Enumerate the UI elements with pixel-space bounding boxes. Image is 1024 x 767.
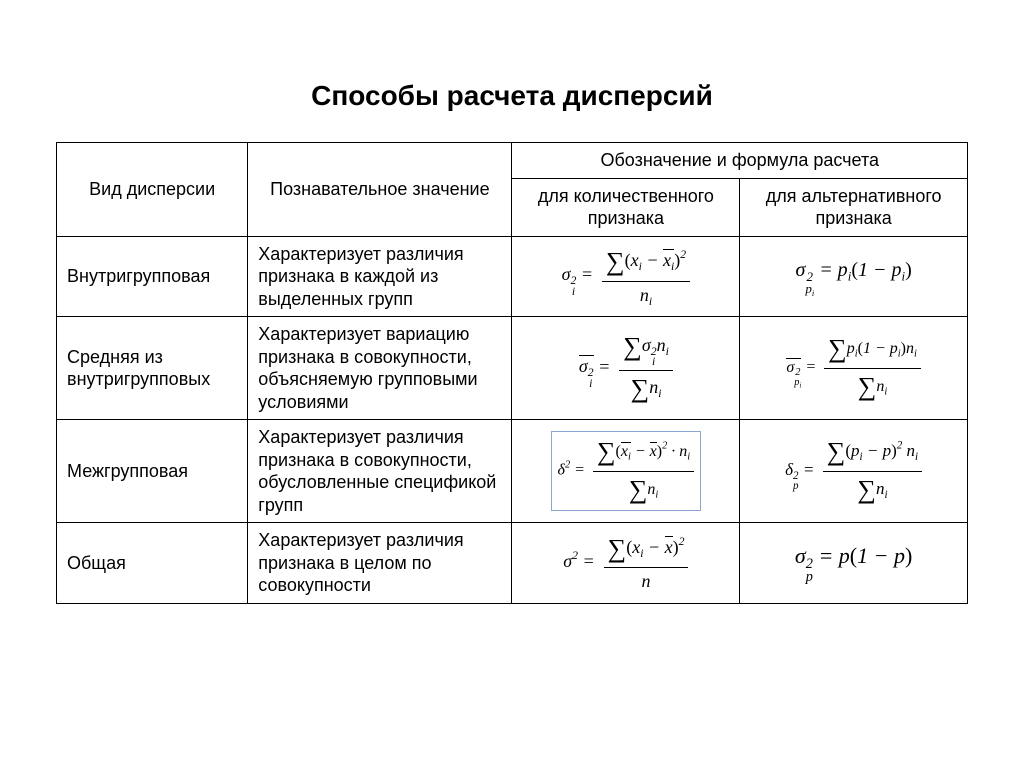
row-formula-quant: σ2i = ∑σ2ini ∑ni (512, 317, 740, 420)
page-title: Способы расчета дисперсий (56, 80, 968, 112)
row-formula-alt: δ2p = ∑(pi − p)2 ni ∑ni (740, 420, 968, 523)
variance-table: Вид дисперсии Познавательное значение Об… (56, 142, 968, 604)
table-row: Средняя из внутригрупповых Характеризует… (57, 317, 968, 420)
row-name: Межгрупповая (57, 420, 248, 523)
row-formula-alt: σ2p = p(1 − p) (740, 523, 968, 604)
row-formula-quant: σ2i = ∑(xi − xi)2 ni (512, 236, 740, 317)
col-header-formula-group: Обозначение и формула расчета (512, 143, 968, 179)
row-name: Средняя из внутригрупповых (57, 317, 248, 420)
col-header-kind: Вид дисперсии (57, 143, 248, 237)
table-row: Внутригрупповая Характеризует различия п… (57, 236, 968, 317)
row-formula-alt: σ2pi = ∑pi(1 − pi)ni ∑ni (740, 317, 968, 420)
col-header-alt: для альтернативного признака (740, 178, 968, 236)
row-name: Общая (57, 523, 248, 604)
col-header-quant: для количественного признака (512, 178, 740, 236)
row-name: Внутригрупповая (57, 236, 248, 317)
row-desc: Характеризует вариацию признака в совоку… (248, 317, 512, 420)
row-desc: Характеризует различия признака в каждой… (248, 236, 512, 317)
row-formula-alt: σ2pi = pi(1 − pi) (740, 236, 968, 317)
row-desc: Характеризует различия признака в целом … (248, 523, 512, 604)
col-header-meaning: Познавательное значение (248, 143, 512, 237)
row-formula-quant: σ2 = ∑(xi − x)2 n (512, 523, 740, 604)
page: Способы расчета дисперсий Вид дисперсии … (0, 0, 1024, 767)
table-row: Общая Характеризует различия признака в … (57, 523, 968, 604)
row-formula-quant: δ2 = ∑(xi − x)2 · ni ∑ni (512, 420, 740, 523)
table-header-row-1: Вид дисперсии Познавательное значение Об… (57, 143, 968, 179)
table-row: Межгрупповая Характеризует различия приз… (57, 420, 968, 523)
row-desc: Характеризует различия признака в совоку… (248, 420, 512, 523)
